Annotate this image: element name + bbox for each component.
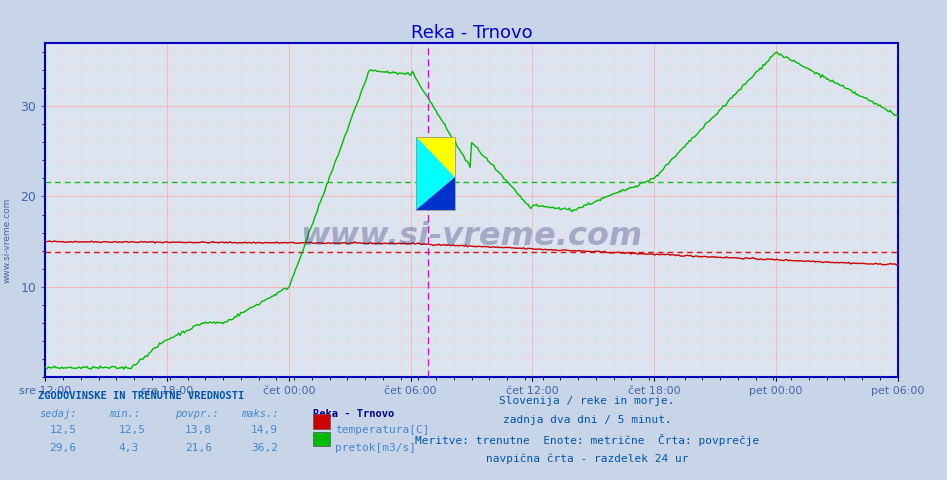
Text: 4,3: 4,3 [118, 443, 138, 453]
Text: Reka - Trnovo: Reka - Trnovo [313, 409, 394, 419]
Text: sedaj:: sedaj: [40, 409, 78, 419]
Text: maks.:: maks.: [241, 409, 279, 419]
Text: povpr.:: povpr.: [175, 409, 219, 419]
Text: Slovenija / reke in morje.: Slovenija / reke in morje. [499, 396, 675, 406]
Text: pretok[m3/s]: pretok[m3/s] [335, 443, 417, 453]
Text: 29,6: 29,6 [49, 443, 77, 453]
Text: 13,8: 13,8 [185, 425, 212, 435]
Text: 36,2: 36,2 [251, 443, 278, 453]
Text: 14,9: 14,9 [251, 425, 278, 435]
Text: ZGODOVINSKE IN TRENUTNE VREDNOSTI: ZGODOVINSKE IN TRENUTNE VREDNOSTI [38, 391, 244, 401]
Bar [417, 137, 455, 210]
Text: www.si-vreme.com: www.si-vreme.com [300, 221, 643, 252]
Text: temperatura[C]: temperatura[C] [335, 425, 430, 435]
Polygon shape [417, 137, 455, 177]
Text: www.si-vreme.com: www.si-vreme.com [3, 197, 12, 283]
Text: 21,6: 21,6 [185, 443, 212, 453]
Text: navpična črta - razdelek 24 ur: navpična črta - razdelek 24 ur [486, 454, 688, 464]
Polygon shape [417, 177, 455, 210]
Text: min.:: min.: [109, 409, 140, 419]
Polygon shape [417, 137, 455, 210]
Text: Meritve: trenutne  Enote: metrične  Črta: povprečje: Meritve: trenutne Enote: metrične Črta: … [415, 434, 759, 446]
Text: zadnja dva dni / 5 minut.: zadnja dva dni / 5 minut. [503, 415, 671, 425]
Title: Reka - Trnovo: Reka - Trnovo [411, 24, 532, 42]
Text: 12,5: 12,5 [49, 425, 77, 435]
Text: 12,5: 12,5 [118, 425, 146, 435]
